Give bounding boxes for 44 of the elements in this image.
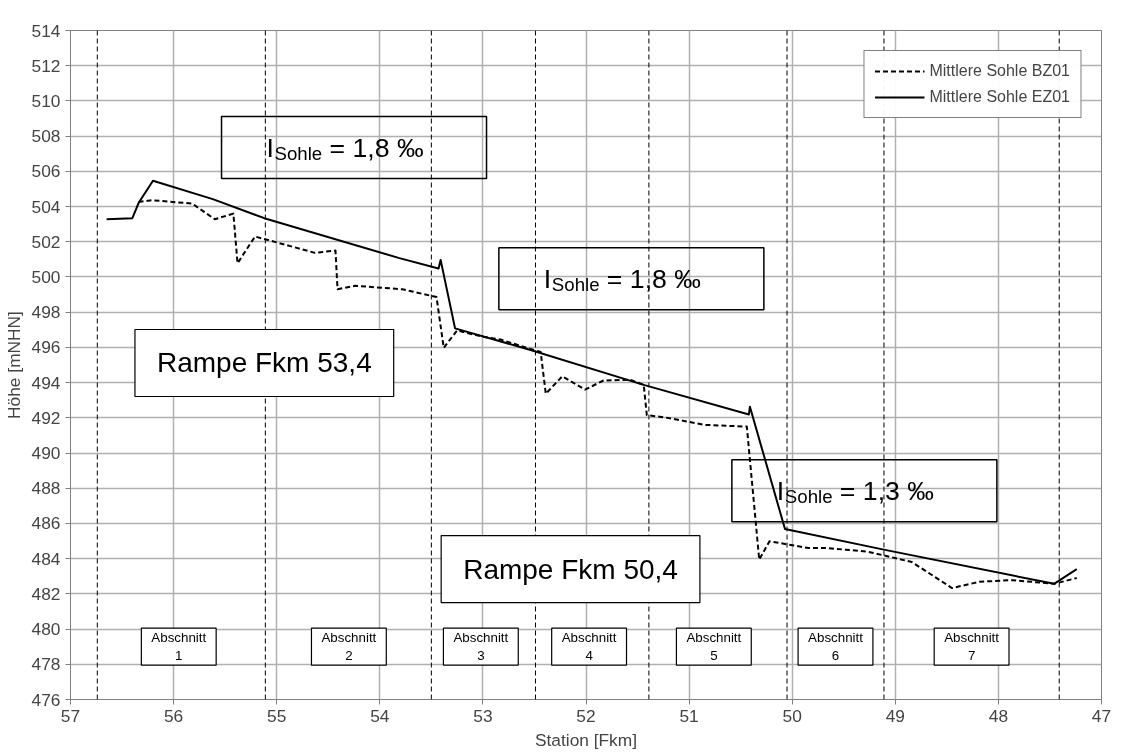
y-tick-label: 502 [31,231,61,252]
y-tick-label: 480 [31,619,61,640]
annotation: Abschnitt 7 [944,630,1000,664]
x-tick-label: 56 [163,705,184,726]
y-tick-label: 514 [31,20,61,41]
y-tick-label: 486 [31,513,61,534]
y-tick-label: 504 [31,196,61,217]
y-tick-label: 488 [31,478,61,499]
y-tick-label: 512 [31,55,61,76]
y-tick-label: 490 [31,443,61,464]
y-tick-label: 508 [31,126,61,147]
x-tick-label: 51 [679,705,699,726]
x-tick-label: 54 [370,705,390,726]
annotation: Abschnitt 1 [151,630,207,664]
y-axis-title: Höhe [mNHN] [3,311,24,419]
annotation: Abschnitt 2 [321,630,377,664]
annotation: Rampe Fkm 53,4 [156,347,372,379]
x-tick-label: 52 [576,705,596,726]
x-tick-label: 53 [473,705,493,726]
annotation: Abschnitt 6 [808,630,864,664]
x-tick-label: 55 [267,705,287,726]
annotation: Abschnitt 5 [686,630,742,664]
y-tick-label: 506 [31,161,61,182]
legend-label: Mittlere Sohle BZ01 [929,62,1070,80]
y-tick-label: 500 [31,266,61,287]
annotation: Rampe Fkm 50,4 [463,553,678,585]
x-tick-label: 50 [782,705,802,726]
y-tick-label: 484 [31,548,61,569]
y-tick-label: 476 [31,689,61,710]
y-tick-label: 494 [31,372,61,393]
y-tick-label: 510 [31,90,61,111]
legend-label: Mittlere Sohle EZ01 [929,88,1070,106]
annotation: Abschnitt 4 [561,630,617,664]
annotation: Abschnitt 3 [453,630,509,664]
x-axis-title: Station [Fkm] [534,729,638,750]
x-tick-label: 49 [885,705,905,726]
x-tick-label: 47 [1091,705,1112,726]
x-tick-label: 48 [988,705,1009,726]
y-tick-label: 492 [31,407,61,428]
y-tick-label: 498 [31,302,61,323]
y-tick-label: 496 [31,337,61,358]
y-tick-label: 482 [31,583,61,604]
y-tick-label: 478 [31,654,61,675]
x-tick-label: 57 [60,705,81,726]
